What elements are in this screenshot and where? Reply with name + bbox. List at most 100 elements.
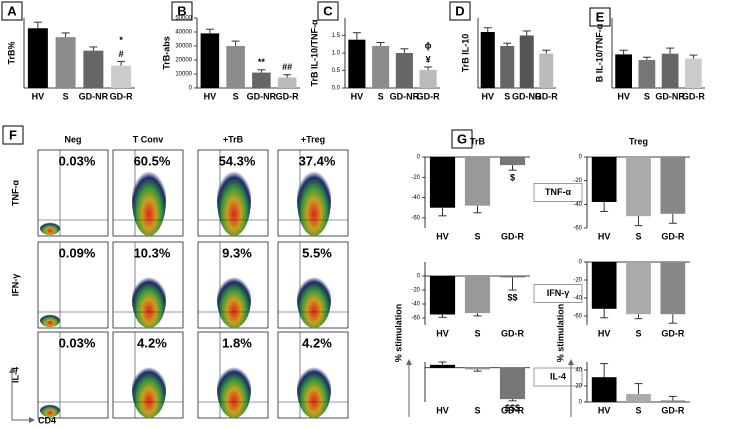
y-tick-label: -40 (573, 296, 582, 302)
y-tick-label: 0 (579, 400, 583, 406)
x-tick-label: HV (598, 231, 611, 241)
bar (500, 46, 515, 88)
percentage: 5.5% (302, 245, 332, 260)
y-tick-label: 1.0 (332, 51, 341, 57)
column-header: Neg (64, 134, 81, 144)
x-tick-label: HV (351, 91, 364, 101)
bar (464, 157, 491, 206)
x-tick-label: GD-R (661, 231, 684, 241)
bar (55, 37, 76, 88)
cell-cloud (132, 271, 166, 328)
bar (395, 53, 413, 88)
y-tick-label: 50000 (175, 16, 192, 22)
y-tick-label: 0 (417, 155, 421, 161)
x-tick-label: HV (617, 91, 630, 101)
annotation: ** (258, 57, 266, 67)
x-tick-label: GD-NR (247, 91, 277, 101)
cell-cloud (217, 271, 251, 328)
x-tick-label: GD-NR (655, 91, 685, 101)
cell-cloud (297, 271, 331, 328)
y-tick-label: -40 (411, 302, 420, 308)
x-tick-label: GD-R (535, 91, 558, 101)
y-tick-label: -20 (411, 288, 420, 294)
row-label: TNF-α (10, 180, 20, 206)
y-tick-label: -60 (573, 314, 582, 320)
y-tick-label: 1.5 (332, 33, 341, 39)
cell-cloud (217, 163, 251, 236)
x-tick-label: GD-R (501, 328, 524, 338)
x-tick-label: HV (436, 328, 449, 338)
x-tick-label: S (233, 91, 239, 101)
panel-letter-box (171, 1, 193, 21)
annotation: $ (510, 173, 515, 183)
bar (626, 394, 651, 402)
bar (591, 262, 617, 309)
x-tick-label: HV (436, 231, 449, 241)
y-tick-label: 0.0 (332, 86, 341, 92)
x-tick-label: GD-R (661, 405, 684, 415)
x-tick-label: HV (598, 405, 611, 415)
annotation: $$$ (505, 403, 520, 413)
y-tick-label: -20 (411, 175, 420, 181)
chart-title: Treg (629, 136, 648, 146)
x-tick-label: S (474, 231, 480, 241)
y-tick-label: 40000 (175, 30, 192, 36)
panel-letter-box (449, 1, 471, 21)
percentage: 37.4% (299, 153, 336, 168)
percentage: 60.5% (134, 153, 171, 168)
panel-letter: G (457, 131, 467, 146)
bar (429, 364, 456, 368)
column-header: +TrB (223, 134, 244, 144)
x-tick-label: GD-R (110, 91, 133, 101)
cell-cloud (297, 163, 331, 236)
plot-frame (37, 331, 109, 419)
panel-letter: A (7, 3, 17, 18)
bar (638, 60, 656, 88)
chart-title: TrB (470, 136, 486, 146)
annotation: ϕ (425, 40, 432, 50)
panel-letter-box (2, 125, 24, 145)
y-axis-label: % stimulation (393, 304, 403, 363)
x-tick-label: S (635, 231, 641, 241)
cell-cloud (132, 361, 166, 418)
cell-cloud (297, 361, 331, 418)
percentage: 9.3% (222, 245, 252, 260)
y-axis-label: TrB% (6, 41, 16, 64)
bar (626, 157, 651, 217)
y-tick-label: -60 (411, 316, 420, 322)
bar (372, 46, 390, 88)
panel-letter: D (455, 3, 464, 18)
x-tick-label: S (378, 91, 384, 101)
y-tick-label: 30000 (175, 44, 192, 50)
y-axis-label: B IL-10/TNF-α (594, 23, 604, 82)
y-tick-label: -20 (573, 278, 582, 284)
bar (539, 53, 554, 88)
column-header: T Conv (133, 134, 164, 144)
bar (615, 54, 632, 88)
bar (626, 262, 651, 315)
bar (661, 53, 679, 88)
y-tick-label: -20 (573, 178, 582, 184)
percentage: 4.2% (302, 335, 332, 350)
bar (499, 367, 526, 400)
bar (111, 65, 132, 88)
cell-cloud (40, 403, 60, 417)
bar (519, 35, 534, 88)
y-tick-label: -60 (573, 226, 582, 232)
cell-cloud (40, 221, 60, 235)
y-axis-label: TrB IL-10 (460, 34, 470, 73)
panel-letter-box (1, 1, 23, 21)
y-tick-label: 20000 (175, 58, 192, 64)
bar (429, 276, 456, 315)
bar (660, 400, 686, 402)
y-tick-label: -40 (573, 202, 582, 208)
x-tick-label: HV (32, 91, 45, 101)
bar (464, 276, 491, 314)
y-axis-label: TrB-abs (161, 36, 171, 70)
annotation: * (119, 35, 123, 45)
x-tick-label: GD-R (501, 405, 524, 415)
y-tick-label: 40 (575, 368, 582, 374)
x-tick-label: GD-NR (79, 91, 109, 101)
row-label: IFN-γ (10, 274, 20, 297)
